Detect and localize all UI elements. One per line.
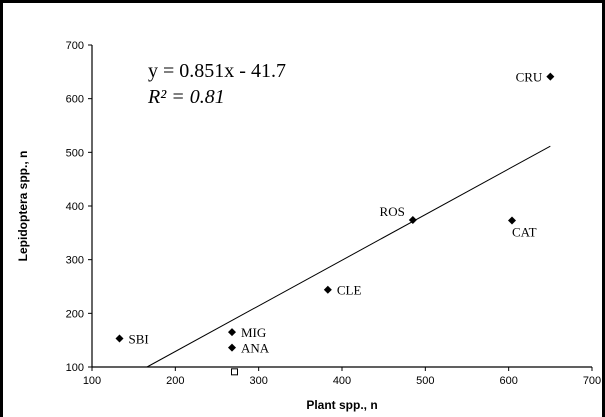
y-tick-label: 100 [66,362,84,374]
y-tick-label: 600 [66,94,84,106]
y-tick-label: 200 [66,308,84,320]
point [546,72,555,81]
y-axis-title: Lepidoptera spp., n [16,151,30,262]
y-tick-label: 700 [66,40,84,52]
point-label: CLE [337,283,362,298]
point [228,343,236,352]
point-label: CRU [516,70,543,85]
point [115,334,124,343]
x-tick-label: 500 [416,375,434,387]
point-label: SBI [129,332,149,347]
point [228,328,236,337]
point [323,285,332,294]
point [408,215,417,224]
point-label: ROS [380,204,405,219]
y-tick-label: 400 [66,201,84,213]
x-tick-label: 200 [166,375,184,387]
point-label: CAT [512,224,537,239]
point [508,216,516,225]
r-squared: R² = 0.81 [147,86,225,108]
equation: y = 0.851x - 41.7 [148,60,286,82]
y-tick-label: 300 [66,255,84,267]
point-label: ANA [241,341,270,356]
x-tick-label: 100 [83,375,101,387]
point-label: MIG [241,325,266,340]
fit-line [146,145,551,368]
x-tick-label: 300 [249,375,267,387]
x-tick-label: 600 [499,375,517,387]
x-axis-title: Plant spp., n [306,398,377,412]
point-open [231,368,238,376]
x-tick-label: 400 [333,375,351,387]
y-tick-label: 500 [66,147,84,159]
x-tick-label: 700 [583,375,601,387]
